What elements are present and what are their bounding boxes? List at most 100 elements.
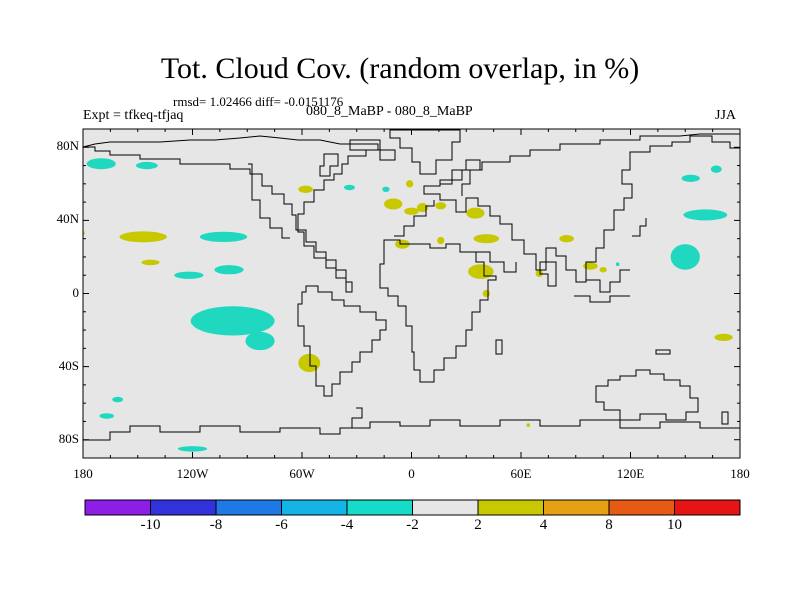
colorbar-swatch — [84, 499, 151, 516]
plot-title: Tot. Cloud Cov. (random overlap, in %) — [160, 52, 640, 85]
colorbar-swatch — [150, 499, 217, 516]
lat-tick-label: 80S — [58, 430, 79, 446]
india — [539, 261, 557, 287]
anomaly-region — [141, 259, 160, 266]
colorbar-swatch — [412, 499, 479, 516]
anomaly-region — [298, 185, 313, 193]
colorbar-label: -10 — [140, 517, 161, 533]
european-coast — [394, 200, 435, 237]
anomaly-region — [135, 161, 158, 170]
anomaly-region — [526, 423, 531, 427]
colorbar-swatch — [281, 499, 348, 516]
antarctica — [83, 419, 740, 441]
lat-tick-label: 0 — [72, 284, 80, 300]
anomaly-region — [535, 269, 543, 278]
anomaly-region — [714, 333, 733, 342]
colorbar-swatch — [346, 499, 413, 516]
anomaly-region — [437, 236, 445, 245]
north-america-coast — [83, 135, 379, 293]
hudson-bay — [319, 153, 339, 177]
lat-tick-label: 40N — [56, 211, 79, 227]
japan — [632, 218, 647, 237]
anomaly-region — [710, 165, 722, 173]
anomaly-layer — [83, 158, 733, 452]
colorbar-label: -2 — [406, 517, 419, 533]
se-asia — [586, 269, 630, 293]
anomaly-region — [681, 174, 700, 183]
colorbar-swatch — [477, 499, 544, 516]
lon-tick-label: 0 — [408, 466, 415, 481]
tick-marks — [82, 129, 741, 458]
colorbar-label: -6 — [275, 517, 288, 533]
anomaly-region — [86, 158, 116, 170]
greenland — [389, 129, 461, 175]
anomaly-region — [416, 203, 428, 213]
antarctic-peninsula — [344, 407, 363, 429]
anomaly-region — [583, 262, 598, 270]
anomaly-region — [199, 231, 248, 242]
anomaly-region — [343, 184, 355, 191]
anomaly-region — [119, 231, 167, 243]
lon-tick-label: 60W — [289, 466, 315, 481]
lon-tick-label: 120E — [616, 466, 645, 481]
colorbar-label: -4 — [340, 517, 354, 533]
season-label: JJA — [715, 108, 737, 123]
lon-tick-label: 60E — [510, 466, 532, 481]
anomaly-region — [615, 262, 620, 267]
anomaly-region — [599, 266, 607, 273]
south-america — [297, 285, 387, 397]
colorbar-swatch — [543, 499, 610, 516]
colorbar-label: 4 — [539, 517, 548, 533]
lat-tick-label: 80N — [56, 138, 79, 154]
anomaly-region — [384, 198, 403, 210]
anomaly-region — [190, 306, 275, 336]
arabia — [476, 251, 517, 273]
colorbar-swatch — [608, 499, 675, 516]
anomaly-region — [298, 353, 321, 373]
eurasia-coast — [423, 133, 740, 283]
anomaly-region — [214, 265, 244, 275]
arctic-islands — [349, 139, 396, 161]
lon-tick-label: 120W — [176, 466, 209, 481]
lon-tick-label: 180 — [73, 466, 93, 481]
anomaly-region — [245, 331, 275, 351]
anomaly-region — [406, 180, 414, 188]
madagascar — [495, 339, 503, 355]
map-background — [83, 129, 740, 458]
scandinavia — [440, 159, 481, 196]
colorbar-label: -8 — [209, 517, 223, 533]
case-label: 080_8_MaBP - 080_8_MaBP — [306, 104, 473, 119]
anomaly-region — [435, 202, 447, 210]
anomaly-region — [683, 209, 728, 221]
anomaly-region — [112, 396, 124, 403]
indonesia — [574, 295, 630, 303]
colorbar-label: 2 — [474, 517, 482, 533]
colorbar — [84, 499, 741, 516]
anomaly-region — [559, 235, 574, 243]
colorbar-swatch — [215, 499, 282, 516]
anomaly-region — [99, 413, 115, 419]
anomaly-region — [473, 234, 500, 244]
anomaly-region — [177, 446, 208, 452]
anomaly-region — [404, 207, 419, 215]
experiment-label: Expt = tfkeq-tfjaq — [83, 108, 184, 123]
stats-text: rmsd= 1.02466 diff= -0.0151176 — [173, 94, 344, 109]
north-america-west — [248, 163, 290, 239]
lon-tick-label: 180 — [730, 466, 750, 481]
anomaly-region — [468, 264, 494, 279]
coastlines — [83, 129, 740, 441]
colorbar-swatch — [674, 499, 741, 516]
anomaly-region — [482, 289, 490, 298]
new-zealand — [721, 411, 729, 425]
colorbar-label: 8 — [605, 517, 613, 533]
new-guinea — [655, 349, 671, 355]
australia — [595, 369, 699, 421]
anomaly-region — [670, 244, 700, 270]
anomaly-region — [466, 207, 485, 219]
colorbar-label: 10 — [667, 517, 682, 533]
anomaly-region — [174, 271, 204, 279]
africa — [379, 239, 497, 383]
anomaly-region — [382, 186, 390, 193]
lat-tick-label: 40S — [58, 357, 79, 373]
